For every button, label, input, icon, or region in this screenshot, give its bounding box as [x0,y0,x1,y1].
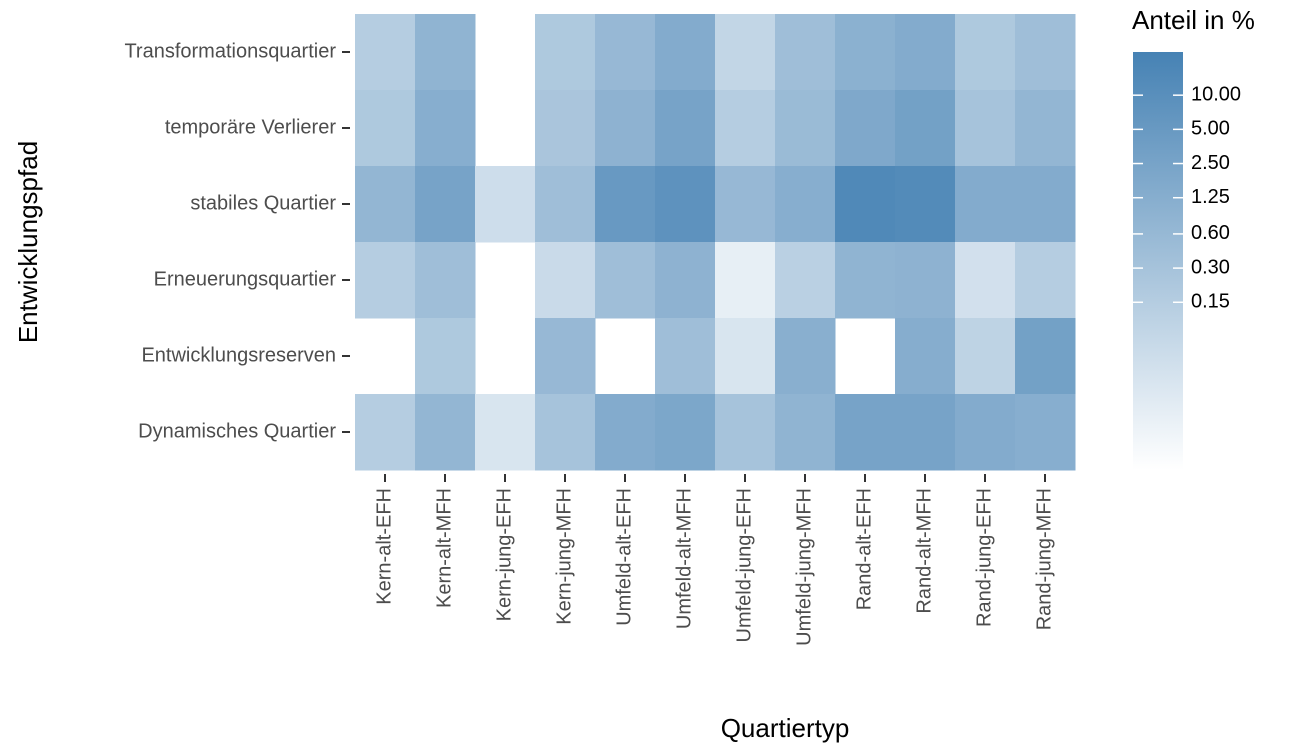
heat-cell [415,318,476,395]
x-tick-label: Umfeld-alt-MFH [673,488,695,629]
x-tick-label: Umfeld-jung-EFH [733,488,755,642]
colorbar-label: 0.60 [1191,222,1230,244]
heat-cell [775,166,836,243]
x-tick-label: Umfeld-alt-EFH [613,488,635,626]
heat-cell [775,90,836,167]
heat-cell [595,14,656,91]
heat-cell [1015,14,1076,91]
heat-cell [355,242,416,319]
x-tick-label: Kern-alt-EFH [373,488,395,605]
heat-cell [1015,166,1076,243]
x-tick-label: Umfeld-jung-MFH [793,488,815,646]
heat-cell [775,14,836,91]
heat-cell [655,14,716,91]
y-tick-label: stabiles Quartier [190,192,336,214]
y-tick-label: temporäre Verlierer [165,116,337,138]
heat-cell [955,90,1016,167]
heat-cell [895,166,956,243]
heat-cell [655,394,716,471]
heat-cell [415,90,476,167]
heat-cell [895,318,956,395]
heat-cell [355,394,416,471]
heat-cell [355,90,416,167]
heat-cell [835,394,896,471]
y-tick-label: Dynamisches Quartier [138,420,336,442]
heat-cell [835,90,896,167]
heat-cell [715,90,776,167]
heat-cell [715,318,776,395]
heat-cell [895,14,956,91]
x-axis-title: Quartiertyp [721,713,850,743]
colorbar-label: 10.00 [1191,83,1241,105]
x-tick-label: Kern-alt-MFH [433,488,455,608]
colorbar-label: 0.30 [1191,256,1230,278]
legend-title: Anteil in % [1132,5,1255,35]
heat-cell [715,14,776,91]
heat-cell [715,166,776,243]
heat-cell [655,166,716,243]
heat-cell [415,166,476,243]
heat-cell [715,242,776,319]
heat-cell [955,242,1016,319]
heat-cell [475,166,536,243]
heat-cell [1015,394,1076,471]
heat-cell [535,14,596,91]
heat-cell [355,14,416,91]
y-tick-label: Erneuerungsquartier [154,268,337,290]
heat-cell [775,394,836,471]
x-tick-label: Rand-alt-MFH [913,488,935,614]
heat-cell [955,166,1016,243]
heat-cell [535,166,596,243]
heat-cell [535,242,596,319]
heat-cell [355,166,416,243]
heat-cell [1015,318,1076,395]
heat-cell [955,394,1016,471]
heat-cell [535,394,596,471]
heat-cell [955,318,1016,395]
x-tick-label: Rand-jung-MFH [1033,488,1055,630]
heat-cell [895,90,956,167]
y-axis-title: Entwicklungspfad [13,141,43,343]
colorbar-label: 5.00 [1191,118,1230,140]
heat-cell [775,318,836,395]
heat-cell [535,318,596,395]
heat-cell [835,14,896,91]
heat-cell [835,242,896,319]
colorbar-label: 1.25 [1191,186,1230,208]
heat-cell [475,394,536,471]
heat-cell [775,242,836,319]
heat-cell [835,166,896,243]
x-tick-label: Kern-jung-EFH [493,488,515,621]
heat-cell [655,242,716,319]
heat-cell [595,242,656,319]
heat-cell [895,242,956,319]
heat-cell [535,90,596,167]
colorbar-label: 0.15 [1191,291,1230,313]
heat-cell [955,14,1016,91]
heat-cell [1015,242,1076,319]
x-tick-label: Rand-alt-EFH [853,488,875,610]
heat-cell [415,14,476,91]
heat-cell [715,394,776,471]
heat-cell [655,318,716,395]
y-tick-label: Entwicklungsreserven [141,344,336,366]
heat-cell [595,166,656,243]
heat-cell [595,90,656,167]
heat-cell [1015,90,1076,167]
heat-cell [415,394,476,471]
heat-cell [655,90,716,167]
x-tick-label: Kern-jung-MFH [553,488,575,625]
colorbar [1133,52,1183,470]
heat-cell [895,394,956,471]
x-tick-label: Rand-jung-EFH [973,488,995,627]
heat-cell [595,394,656,471]
y-tick-label: Transformationsquartier [124,40,336,62]
heat-cell [415,242,476,319]
colorbar-label: 2.50 [1191,152,1230,174]
